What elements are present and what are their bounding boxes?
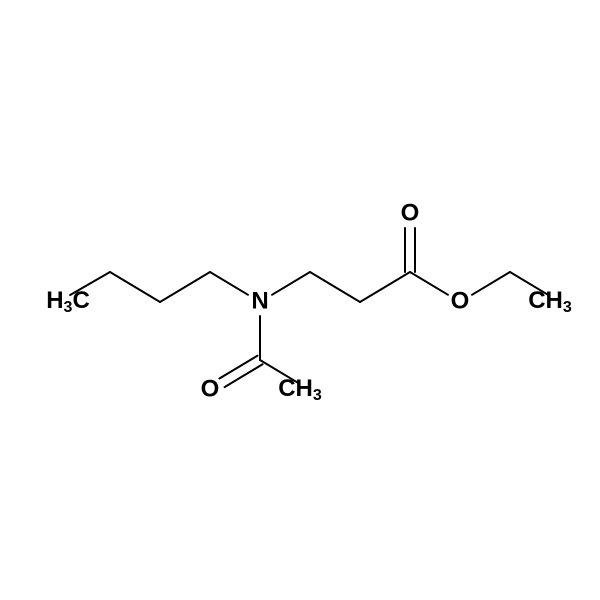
atom-label: CH3 — [528, 287, 572, 316]
atom-label: O — [401, 199, 420, 226]
atom-label: N — [251, 287, 268, 314]
bond-line — [410, 272, 448, 295]
atom-label: H3C — [46, 287, 90, 316]
bond-line — [219, 356, 257, 379]
atom-label: O — [201, 375, 220, 402]
bond-line — [360, 272, 410, 302]
bond-line — [160, 272, 210, 302]
bond-line — [272, 272, 310, 295]
bond-line — [310, 272, 360, 302]
molecule-diagram: H3C N O O CH3 O CH3 — [0, 0, 600, 600]
bond-line — [210, 272, 248, 295]
bond-line — [225, 364, 263, 387]
bond-line — [472, 272, 510, 295]
bond-line — [110, 272, 160, 302]
atom-label: CH3 — [278, 375, 322, 404]
atom-label: O — [451, 287, 470, 314]
